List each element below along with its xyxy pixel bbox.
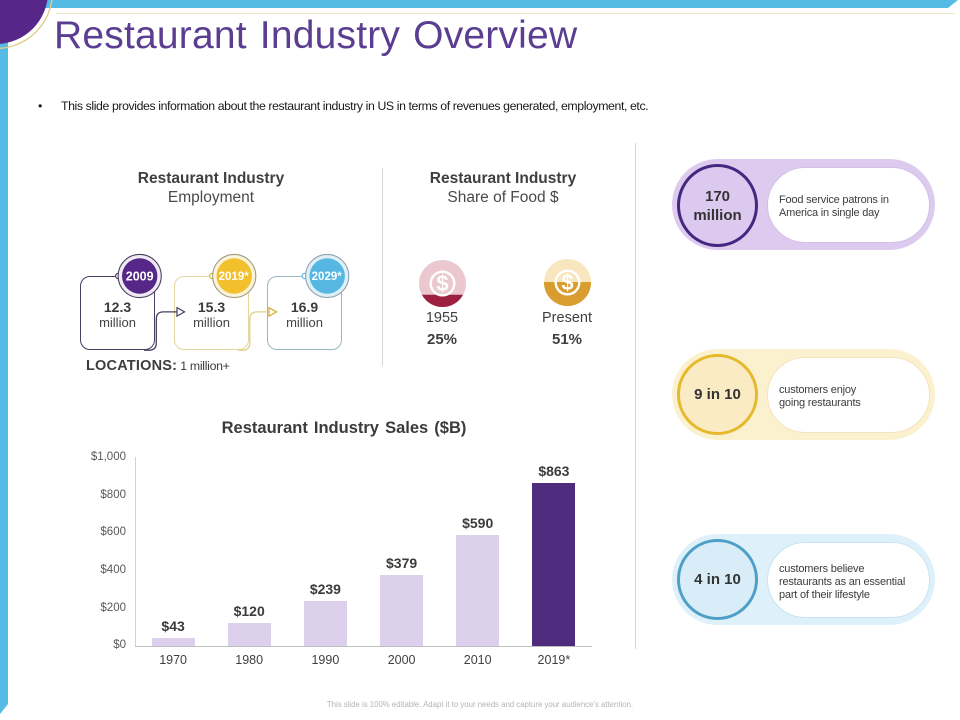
svg-text:$: $: [436, 271, 448, 296]
svg-text:2009: 2009: [126, 269, 154, 283]
svg-text:2029*: 2029*: [312, 271, 343, 283]
svg-text:2019*: 2019*: [219, 271, 250, 283]
svg-text:$: $: [561, 270, 573, 295]
